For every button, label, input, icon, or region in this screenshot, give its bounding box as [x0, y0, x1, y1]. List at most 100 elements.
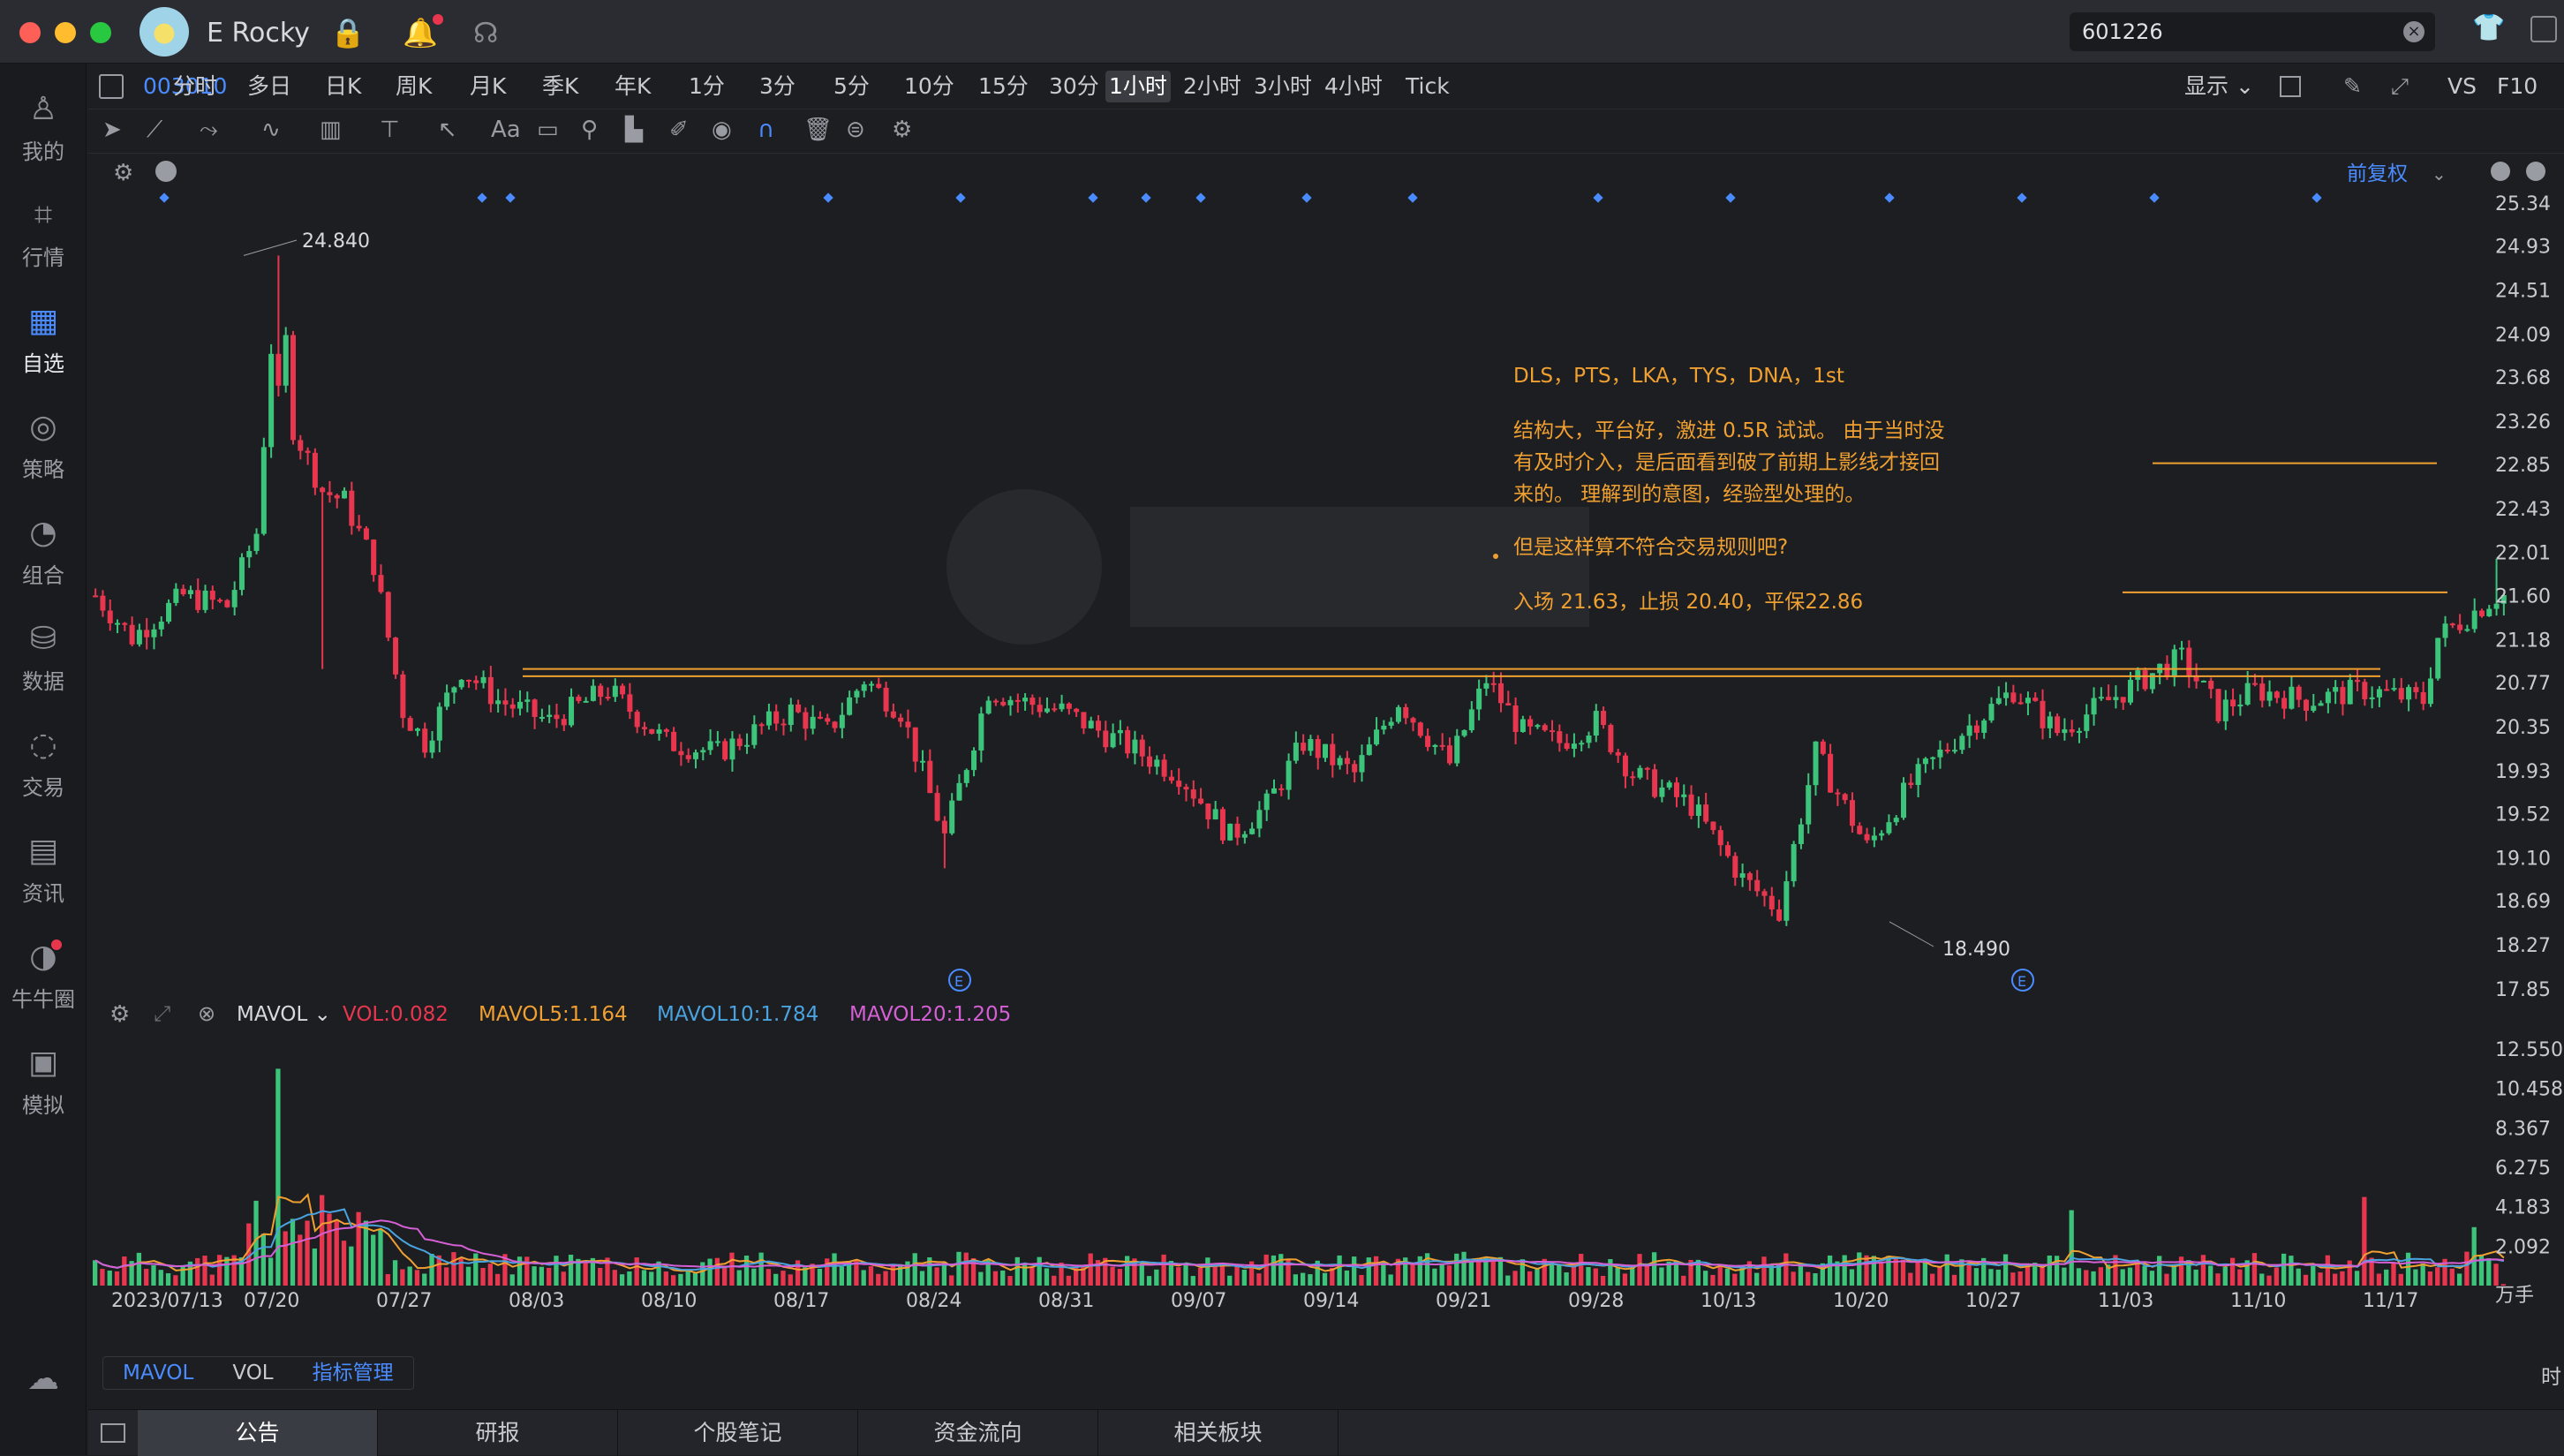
- period-1[interactable]: 多日: [247, 73, 292, 99]
- candle-body[interactable]: [656, 729, 662, 734]
- stock-code[interactable]: 003010: [143, 73, 228, 99]
- candle-body[interactable]: [1901, 782, 1906, 819]
- candle-body[interactable]: [539, 716, 545, 719]
- candle-body[interactable]: [1308, 739, 1314, 751]
- candle-body[interactable]: [268, 353, 275, 448]
- candle-body[interactable]: [1271, 788, 1277, 794]
- candle-body[interactable]: [122, 622, 128, 625]
- candle-body[interactable]: [187, 590, 193, 595]
- candle-body[interactable]: [2376, 689, 2382, 698]
- candle-body[interactable]: [1029, 698, 1036, 705]
- period-0[interactable]: 分时: [173, 73, 218, 99]
- candle-body[interactable]: [1417, 722, 1423, 736]
- candle-body[interactable]: [2230, 699, 2236, 707]
- candle-body[interactable]: [1374, 729, 1380, 745]
- vol-value[interactable]: VOL:0.082: [343, 1003, 449, 1026]
- candle-body[interactable]: [107, 610, 113, 623]
- candle-body[interactable]: [547, 714, 553, 717]
- candle-body[interactable]: [1183, 787, 1189, 790]
- candle-body[interactable]: [612, 685, 618, 698]
- candle-body[interactable]: [590, 685, 596, 701]
- candle-body[interactable]: [2142, 670, 2148, 690]
- event-marker[interactable]: [955, 192, 966, 203]
- sidebar-item-data[interactable]: ⛁ 数据: [0, 620, 87, 695]
- candle-body[interactable]: [458, 679, 464, 688]
- candle-body[interactable]: [927, 760, 933, 794]
- period-8[interactable]: 3分: [759, 73, 796, 99]
- candle-body[interactable]: [1132, 739, 1138, 754]
- candle-body[interactable]: [1652, 769, 1658, 797]
- candle-body[interactable]: [275, 353, 282, 386]
- sync-icon[interactable]: ⊜: [846, 117, 865, 143]
- candle-body[interactable]: [1615, 751, 1621, 756]
- candle-body[interactable]: [1315, 739, 1321, 758]
- candle-body[interactable]: [1806, 785, 1812, 825]
- candle-body[interactable]: [509, 704, 516, 709]
- candle-body[interactable]: [2091, 698, 2097, 715]
- candle-body[interactable]: [1154, 759, 1160, 767]
- candle-body[interactable]: [765, 711, 772, 726]
- sidebar-item-market[interactable]: ⌗ 行情: [0, 196, 87, 271]
- candle-body[interactable]: [407, 718, 413, 731]
- candle-body[interactable]: [298, 440, 304, 451]
- candle-body[interactable]: [2457, 624, 2463, 630]
- vs-button[interactable]: VS: [2447, 73, 2477, 99]
- candle-body[interactable]: [136, 630, 142, 645]
- tab-stock-notes[interactable]: 个股笔记: [618, 1410, 858, 1456]
- candle-body[interactable]: [1717, 830, 1723, 846]
- candle-body[interactable]: [1505, 703, 1512, 706]
- candle-body[interactable]: [371, 539, 377, 576]
- event-marker[interactable]: [1088, 192, 1098, 203]
- candle-body[interactable]: [583, 700, 589, 703]
- sidebar-item-strategy[interactable]: ◎ 策略: [0, 408, 87, 483]
- event-marker[interactable]: [1884, 192, 1895, 203]
- candle-body[interactable]: [1388, 721, 1394, 726]
- candle-body[interactable]: [2325, 691, 2331, 704]
- cursor-icon[interactable]: ➤: [102, 117, 122, 143]
- event-marker[interactable]: [1301, 192, 1312, 203]
- tab-indicator-manage[interactable]: 指标管理: [312, 1362, 394, 1384]
- candle-body[interactable]: [1871, 835, 1877, 841]
- annotation-line-3[interactable]: 有及时介入，是后面看到破了前期上影线才接回: [1513, 451, 1940, 474]
- event-marker[interactable]: [505, 192, 516, 203]
- candle-body[interactable]: [2274, 691, 2280, 698]
- candle-body[interactable]: [436, 706, 442, 741]
- annotation-line-2[interactable]: 结构大，平台好，激进 0.5R 试试。 由于当时没: [1513, 419, 1945, 442]
- candle-body[interactable]: [678, 751, 684, 756]
- candle-body[interactable]: [1293, 743, 1299, 761]
- candle-body[interactable]: [1842, 794, 1848, 801]
- candle-body[interactable]: [1550, 730, 1556, 733]
- candle-body[interactable]: [736, 738, 743, 747]
- polyline-tool-icon[interactable]: ⤳: [200, 117, 218, 143]
- candle-body[interactable]: [2369, 697, 2375, 699]
- candle-body[interactable]: [2304, 699, 2309, 711]
- chart-settings-icon[interactable]: ⚙: [113, 160, 133, 186]
- candle-body[interactable]: [429, 740, 435, 753]
- candle-body[interactable]: [1630, 776, 1636, 779]
- candle-body[interactable]: [722, 741, 728, 760]
- tab-research[interactable]: 研报: [378, 1410, 618, 1456]
- candle-body[interactable]: [2179, 647, 2185, 650]
- tab-mavol[interactable]: MAVOL: [123, 1362, 194, 1384]
- candle-body[interactable]: [305, 450, 311, 453]
- candle-body[interactable]: [934, 793, 940, 821]
- candle-body[interactable]: [1168, 776, 1174, 781]
- candle-body[interactable]: [100, 595, 106, 611]
- candle-body[interactable]: [1219, 809, 1225, 841]
- candle-body[interactable]: [1644, 767, 1650, 770]
- candle-body[interactable]: [605, 697, 611, 699]
- magnet-icon[interactable]: ∩: [758, 117, 775, 143]
- candle-body[interactable]: [963, 770, 969, 783]
- candle-body[interactable]: [576, 697, 582, 701]
- candle-body[interactable]: [861, 684, 867, 691]
- candle-body[interactable]: [1579, 743, 1585, 745]
- period-10[interactable]: 10分: [904, 73, 954, 99]
- candle-body[interactable]: [890, 711, 896, 718]
- line-tool-icon[interactable]: ⟋: [147, 117, 163, 143]
- candle-body[interactable]: [1776, 909, 1783, 921]
- candle-body[interactable]: [905, 721, 911, 728]
- layout-toggle-icon[interactable]: [2530, 16, 2557, 42]
- candle-body[interactable]: [1564, 743, 1570, 750]
- candle-body[interactable]: [685, 755, 691, 759]
- candle-body[interactable]: [1768, 895, 1775, 909]
